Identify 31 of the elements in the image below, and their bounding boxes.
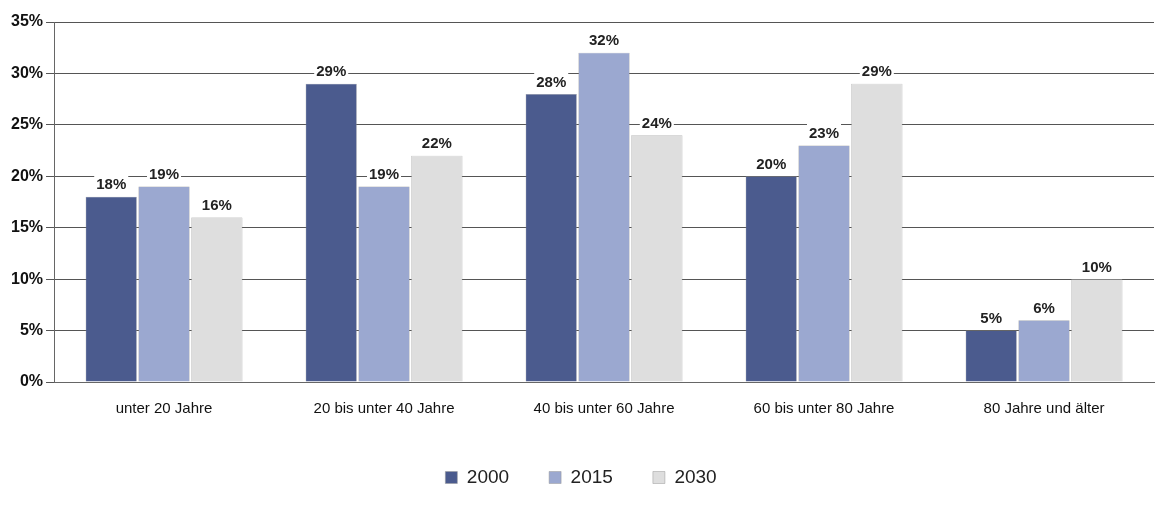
y-tick-label: 25% — [10, 115, 44, 133]
x-tick-label: unter 20 Jahre — [115, 399, 213, 417]
data-label: 29% — [316, 62, 347, 80]
data-label: 5% — [980, 309, 1003, 327]
data-label: 18% — [96, 175, 127, 193]
y-tick-label: 5% — [19, 320, 44, 338]
data-label: 19% — [369, 165, 400, 183]
data-label: 28% — [536, 72, 567, 90]
legend-label: 2015 — [570, 465, 613, 487]
legend-label: 2000 — [466, 465, 510, 487]
x-tick-label: 20 bis unter 40 Jahre — [313, 399, 455, 417]
data-label: 10% — [1081, 257, 1112, 275]
data-label: 22% — [421, 134, 452, 152]
x-tick-label: 40 bis unter 60 Jahre — [533, 399, 675, 417]
data-label: 24% — [641, 113, 672, 131]
data-label: 19% — [149, 165, 180, 183]
y-tick-label: 30% — [10, 63, 44, 81]
data-label: 16% — [201, 196, 232, 214]
y-tick-label: 10% — [10, 269, 44, 287]
x-tick-label: 60 bis unter 80 Jahre — [753, 399, 895, 417]
y-tick-label: 35% — [10, 12, 44, 30]
y-tick-label: 0% — [19, 372, 44, 390]
data-label: 29% — [861, 62, 892, 80]
legend-label: 2030 — [674, 465, 717, 487]
data-label: 32% — [589, 31, 620, 49]
y-tick-label: 15% — [10, 218, 44, 236]
data-label: 20% — [756, 154, 787, 172]
x-tick-label: 80 Jahre und älter — [983, 399, 1105, 417]
data-label: 23% — [808, 124, 840, 142]
data-label: 6% — [1033, 298, 1055, 316]
y-tick-label: 20% — [10, 166, 44, 184]
